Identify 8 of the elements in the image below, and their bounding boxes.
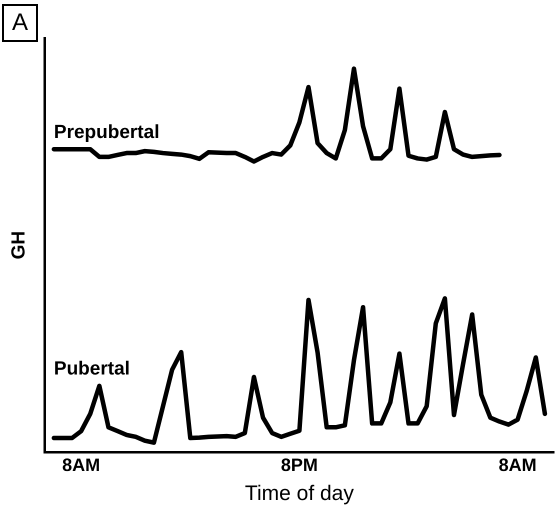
x-tick-label: 8AM bbox=[62, 454, 100, 475]
series-label: Pubertal bbox=[54, 358, 130, 380]
text: A bbox=[2, 4, 38, 42]
x-axis-title: Time of day bbox=[244, 482, 354, 506]
x-tick-label: 8PM bbox=[280, 454, 318, 475]
series-label: Prepubertal bbox=[54, 122, 160, 143]
x-tick-label: 8AM bbox=[498, 454, 537, 475]
y-axis-title: GH bbox=[8, 230, 30, 260]
